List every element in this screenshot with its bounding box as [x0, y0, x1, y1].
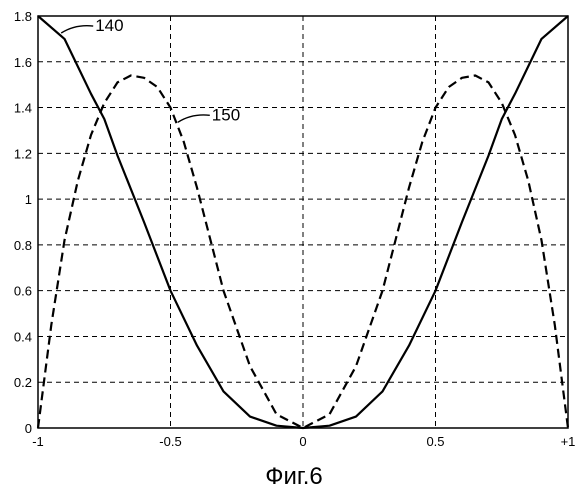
x-tick-label: +1: [561, 434, 576, 449]
annotation-label-150: 150: [212, 105, 240, 124]
x-tick-label: -1: [32, 434, 44, 449]
y-tick-label: 0.8: [14, 238, 32, 253]
x-tick-label: 0.5: [426, 434, 444, 449]
series-line-140: [38, 16, 568, 428]
y-tick-label: 1.6: [14, 55, 32, 70]
y-tick-label: 0: [25, 421, 32, 436]
grid-lines: [38, 16, 568, 428]
tick-labels: 0 0.2 0.4 0.6 0.8 1 1.2 1.4 1.6 1.8 -1 -0.5 0 0.5 +1: [14, 9, 575, 449]
series-group: [38, 16, 568, 428]
y-tick-label: 1: [25, 192, 32, 207]
y-tick-label: 1.8: [14, 9, 32, 24]
y-tick-label: 1.4: [14, 101, 32, 116]
y-tick-label: 1.2: [14, 146, 32, 161]
annotation-leader-150: [178, 115, 210, 122]
y-tick-label: 0.4: [14, 329, 32, 344]
x-tick-label: -0.5: [159, 434, 181, 449]
plot-border: [38, 16, 568, 428]
figure-caption: Фиг.6: [265, 463, 323, 490]
annotation-leader-140: [61, 26, 93, 33]
plot-frame: [38, 16, 568, 428]
y-tick-label: 0.2: [14, 375, 32, 390]
annotation-label-140: 140: [95, 16, 123, 35]
y-tick-label: 0.6: [14, 284, 32, 299]
x-tick-label: 0: [299, 434, 306, 449]
